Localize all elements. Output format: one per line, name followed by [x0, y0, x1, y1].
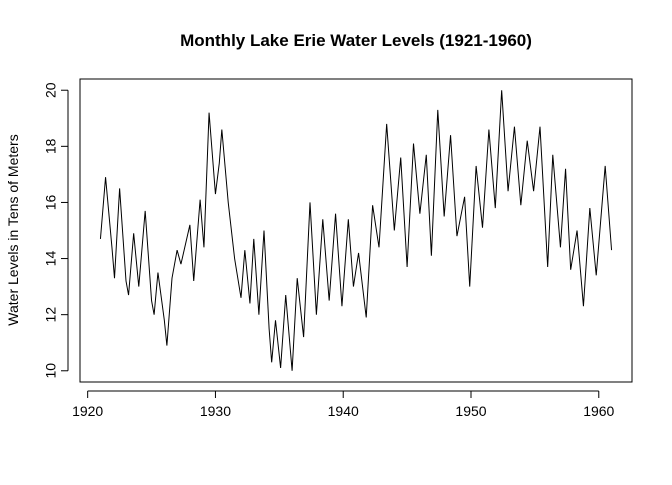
y-tick-label: 14	[43, 251, 59, 267]
y-tick-label: 20	[43, 82, 59, 98]
chart-title: Monthly Lake Erie Water Levels (1921-196…	[180, 31, 532, 50]
plot-box	[79, 78, 633, 383]
x-tick-label: 1960	[583, 403, 614, 419]
y-tick-label: 10	[43, 363, 59, 379]
x-tick-label: 1930	[200, 403, 231, 419]
y-tick-label: 16	[43, 194, 59, 210]
x-tick-label: 1920	[72, 403, 103, 419]
y-axis-label: Water Levels in Tens of Meters	[5, 134, 21, 325]
y-tick-label: 18	[43, 138, 59, 154]
x-tick-label: 1940	[328, 403, 359, 419]
data-line	[99, 90, 613, 371]
x-tick-label: 1950	[455, 403, 486, 419]
y-tick-label: 12	[43, 307, 59, 323]
